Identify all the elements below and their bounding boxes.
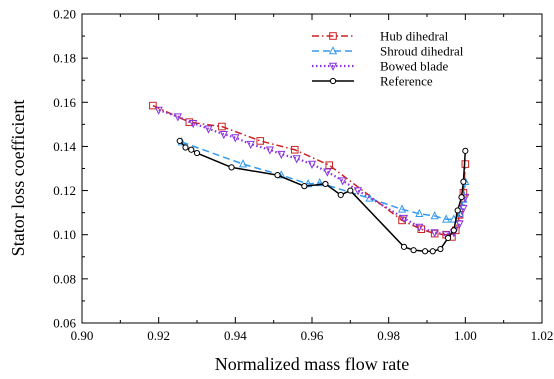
series-hub-dihedral — [149, 101, 470, 241]
series-bowed-blade — [154, 106, 470, 240]
data-point — [399, 214, 409, 224]
data-point — [228, 164, 235, 171]
data-point — [397, 204, 407, 213]
series-reference — [176, 137, 469, 255]
data-point — [415, 223, 424, 232]
data-point — [274, 172, 281, 179]
x-tick-label: 1.00 — [454, 328, 477, 343]
data-point — [454, 207, 461, 214]
y-tick-label: 0.14 — [53, 139, 76, 154]
data-point — [149, 101, 157, 110]
axes: 0.90 0.92 0.94 0.96 0.98 1.00 1.02 0.06 0.08 0.10… — [53, 7, 553, 344]
data-point — [315, 177, 324, 187]
data-point — [459, 204, 468, 214]
data-point — [188, 146, 195, 153]
legend-marker — [329, 77, 337, 85]
data-point — [325, 161, 334, 169]
x-tick-label: 0.98 — [377, 328, 400, 343]
data-point — [415, 208, 424, 218]
data-series — [149, 101, 470, 255]
legend-marker — [329, 32, 337, 40]
legend-label: Reference — [380, 74, 433, 89]
legend-item: Shroud dihedral — [312, 44, 464, 59]
data-point — [347, 187, 354, 194]
y-axis-label: Stator loss coefficient — [8, 100, 28, 257]
data-point — [462, 147, 469, 154]
data-point — [410, 247, 417, 254]
data-point — [219, 130, 228, 140]
legend-label: Bowed blade — [380, 59, 448, 74]
data-point — [292, 155, 301, 164]
data-point — [429, 248, 436, 255]
data-point — [460, 178, 467, 185]
data-point — [307, 160, 317, 170]
x-tick-label: 0.96 — [301, 328, 324, 343]
legend-label: Shroud dihedral — [380, 44, 464, 59]
data-point — [365, 193, 374, 202]
data-point — [193, 149, 201, 157]
legend-marker — [328, 46, 338, 55]
data-point — [277, 150, 286, 160]
legend-item: Bowed blade — [312, 59, 448, 74]
series-line — [179, 140, 467, 253]
data-point — [450, 227, 457, 234]
y-tick-label: 0.12 — [53, 183, 76, 198]
series-shroud-dihedral — [177, 137, 470, 223]
data-point — [337, 191, 344, 199]
data-point — [182, 144, 189, 151]
y-tick-label: 0.06 — [53, 316, 76, 331]
data-point — [430, 229, 439, 238]
series-line — [181, 141, 467, 221]
data-point — [290, 145, 299, 154]
data-point — [301, 183, 308, 190]
data-point — [256, 137, 265, 145]
y-tick-label: 0.16 — [53, 95, 76, 110]
data-point — [246, 140, 255, 150]
data-point — [189, 119, 198, 129]
data-point — [400, 243, 408, 250]
x-tick-label: 1.02 — [531, 328, 554, 343]
legend-marker — [328, 62, 338, 71]
x-axis-label: Normalized mass flow rate — [215, 354, 409, 374]
y-tick-label: 0.10 — [53, 227, 76, 242]
data-point — [231, 134, 240, 143]
y-tick-label: 0.08 — [53, 271, 76, 286]
data-point — [421, 248, 429, 255]
data-point — [455, 220, 464, 229]
data-point — [430, 211, 439, 220]
legend-label: Hub dihedral — [380, 29, 449, 44]
series-line — [158, 108, 467, 236]
x-tick-label: 0.92 — [147, 328, 170, 343]
data-point — [304, 179, 313, 188]
x-tick-label: 0.94 — [224, 328, 247, 343]
data-point — [458, 194, 465, 201]
data-point — [218, 122, 226, 131]
data-point — [444, 234, 452, 242]
data-point — [176, 137, 183, 145]
data-point — [204, 125, 213, 134]
series-line — [152, 104, 467, 238]
data-point — [265, 146, 274, 155]
y-tick-label: 0.20 — [53, 7, 76, 22]
data-point — [322, 180, 329, 188]
data-point — [353, 187, 363, 196]
data-point — [437, 245, 444, 253]
x-tick-label: 0.90 — [71, 328, 94, 343]
y-tick-label: 0.18 — [53, 51, 76, 66]
data-point — [238, 159, 248, 168]
legend-item: Hub dihedral — [312, 29, 449, 44]
data-point — [323, 168, 332, 177]
legend-item: Reference — [312, 74, 433, 89]
data-point — [338, 177, 347, 186]
data-point — [173, 113, 182, 122]
data-point — [442, 214, 451, 223]
data-point — [154, 106, 163, 115]
